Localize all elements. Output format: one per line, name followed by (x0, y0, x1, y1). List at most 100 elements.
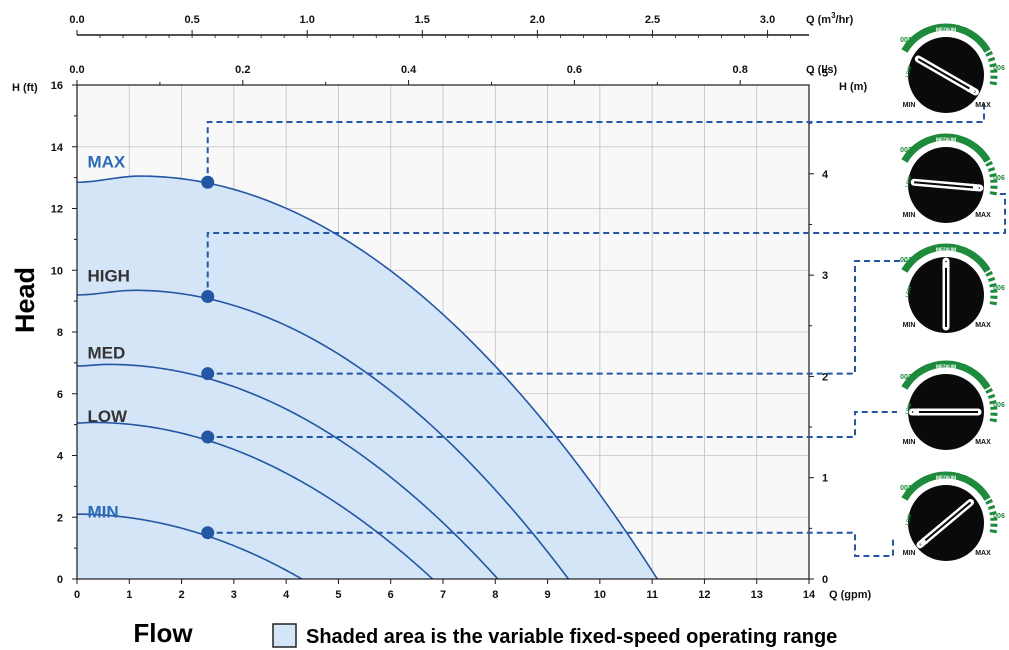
dial-label-006: 006 (993, 513, 1005, 520)
dial-label-003: 003 (900, 147, 912, 154)
dial-label-003: 003 (900, 37, 912, 44)
curve-high (77, 289, 570, 579)
x-top-m3hr-axis-label: Q (m3/hr) (806, 11, 854, 26)
dial-label-high: HIGH (979, 500, 991, 514)
x-bottom-tick-label: 0 (74, 589, 80, 601)
y-left-tick-label: 4 (57, 451, 64, 463)
dial-label-max: MAX (975, 550, 991, 557)
leader-line-med (216, 260, 905, 375)
y-left-tick-label: 0 (57, 574, 63, 586)
dial-pointer-center (914, 181, 980, 189)
dial-label-003: 003 (900, 374, 912, 381)
dial-pointer-center (919, 501, 972, 546)
y-left-tick-label: 14 (51, 142, 64, 154)
leader-line-low (216, 411, 897, 438)
y-left-axis-label: H (ft) (12, 82, 38, 94)
x-top-ls-axis-label: Q (l/s) (806, 64, 838, 76)
dial-pointer-head (912, 408, 919, 416)
dial-pointer-head (972, 183, 980, 192)
operating-point-med (201, 367, 215, 381)
dial-label-high: HIGH (979, 389, 991, 403)
dial-label-medium: MEDIUM (936, 476, 956, 482)
operating-point-low (201, 430, 215, 444)
curve-labels: MAX HIGH MED LOW MIN (87, 152, 130, 521)
x-bottom-tick-label: 9 (545, 589, 551, 601)
x-bottom-tick-label: 12 (698, 589, 710, 601)
x-bottom-tick-label: 6 (388, 589, 394, 601)
dial-leader-lines (206, 103, 1006, 557)
curve-label-max: MAX (87, 152, 125, 171)
operating-point-markers (201, 175, 215, 540)
y-left-tick-label: 6 (57, 389, 63, 401)
x-bottom-tick-label: 11 (646, 589, 658, 601)
y-right-tick-label: 4 (822, 169, 829, 181)
dial-range-arc-high (982, 382, 998, 426)
operating-point-min (201, 526, 215, 540)
dial-label-low: LOW (905, 513, 914, 526)
y-left-tick-label: 2 (57, 512, 63, 524)
speed-dial-low: MEDIUM 003 006 LOW HIGH MIN MAX (900, 360, 1005, 450)
speed-dial-max: MEDIUM 003 006 LOW HIGH MIN MAX (900, 23, 1005, 113)
dial-label-low: LOW (905, 65, 914, 78)
x-top-m3hr-tick-label: 0.5 (184, 14, 199, 26)
dial-label-low: LOW (905, 175, 914, 188)
y-right-tick-label: 2 (822, 371, 828, 383)
dial-label-min: MIN (903, 322, 916, 329)
dial-label-low: LOW (905, 402, 914, 415)
dial-label-max: MAX (975, 102, 991, 109)
shaded-operating-area (77, 176, 658, 579)
dial-label-006: 006 (993, 285, 1005, 292)
x-bottom-tick-label: 4 (283, 589, 290, 601)
x-bottom-axis-label: Q (gpm) (829, 589, 871, 601)
operating-point-max (201, 175, 215, 189)
x-bottom-tick-label: 3 (231, 589, 237, 601)
dial-label-max: MAX (975, 439, 991, 446)
dial-label-max: MAX (975, 322, 991, 329)
speed-dial-high: MEDIUM 003 006 LOW HIGH MIN MAX (900, 133, 1005, 223)
dial-label-medium: MEDIUM (936, 138, 956, 144)
legend-text: Shaded area is the variable fixed-speed … (306, 626, 837, 648)
dial-range-arc (901, 471, 991, 501)
y-right-tick-label: 1 (822, 473, 828, 485)
dial-range-arc (901, 243, 991, 273)
y-left-tick-label: 12 (51, 204, 63, 216)
dial-label-003: 003 (900, 485, 912, 492)
dial-pointer-head (919, 537, 928, 545)
dial-range-arc (901, 133, 991, 163)
dial-pointer-center (917, 58, 976, 93)
dial-range-arc-high (982, 155, 998, 199)
leader-line-high (206, 193, 1006, 288)
y-left-tick-label: 16 (51, 80, 63, 92)
x-top-m3hr-tick-label: 2.0 (530, 14, 545, 26)
y-left-tick-label: 10 (51, 265, 63, 277)
dial-range-arc (901, 360, 991, 390)
dial-label-medium: MEDIUM (936, 248, 956, 254)
x-top-ls-tick-label: 0.8 (733, 64, 748, 76)
dial-pointer-head (942, 261, 950, 268)
curve-low (77, 421, 434, 579)
x-bottom-tick-label: 14 (803, 589, 816, 601)
dial-label-003: 003 (900, 257, 912, 264)
curve-label-min: MIN (87, 503, 118, 522)
dial-label-006: 006 (993, 175, 1005, 182)
leader-line-min (216, 531, 894, 557)
operating-range-shade (77, 176, 658, 579)
x-top-m3hr-tick-label: 0.0 (69, 14, 84, 26)
flow-axis-title: Flow (133, 618, 193, 648)
x-top-m3hr-tick-label: 2.5 (645, 14, 660, 26)
dial-pointer-head (967, 85, 976, 92)
operating-point-high (201, 289, 215, 303)
y-right-tick-label: 3 (822, 270, 828, 282)
x-bottom-tick-label: 7 (440, 589, 446, 601)
y-right-tick-label: 5 (822, 68, 828, 80)
dial-label-low: LOW (905, 285, 914, 298)
dial-label-min: MIN (903, 550, 916, 557)
x-bottom-tick-label: 8 (492, 589, 498, 601)
x-top-m3hr-tick-label: 3.0 (760, 14, 775, 26)
speed-dials: MEDIUM 003 006 LOW HIGH MIN MAX MEDIUM 003 006 LOW… (900, 23, 1005, 561)
dial-label-high: HIGH (979, 162, 991, 176)
curve-label-low: LOW (87, 407, 128, 426)
y-left-tick-label: 8 (57, 327, 63, 339)
dial-range-arc-high (982, 45, 998, 89)
